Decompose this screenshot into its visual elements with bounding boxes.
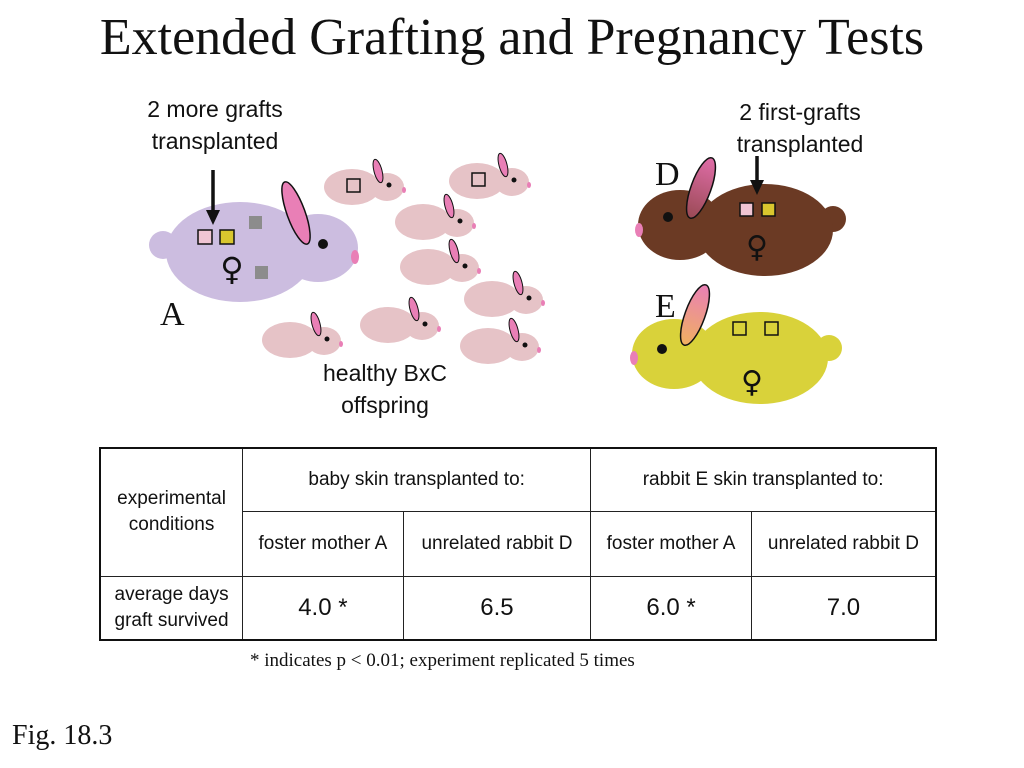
table-row: foster mother A unrelated rabbit D foste… bbox=[100, 510, 937, 577]
offspring-rabbit bbox=[360, 296, 441, 343]
figure-label: Fig. 18.3 bbox=[12, 720, 113, 751]
offspring-rabbit bbox=[460, 317, 541, 364]
table-row: experimental conditions baby skin transp… bbox=[99, 447, 937, 577]
row-header-conditions: experimental conditions bbox=[99, 447, 244, 577]
table-row: average days graft survived 4.0 * 6.5 6.… bbox=[99, 575, 937, 641]
label-first-grafts: 2 first-grafts transplanted bbox=[736, 99, 864, 157]
label-more-grafts: 2 more grafts transplanted bbox=[147, 96, 283, 154]
subheader-foster-mother: foster mother A bbox=[242, 510, 404, 577]
graft-pink bbox=[739, 202, 754, 217]
page-title: Extended Grafting and Pregnancy Tests bbox=[99, 9, 925, 66]
subheader-unrelated-rabbit: unrelated rabbit D bbox=[750, 510, 937, 577]
offspring-rabbit bbox=[449, 152, 531, 199]
offspring-rabbit bbox=[400, 238, 481, 285]
graft-pink bbox=[197, 229, 213, 245]
graft-gray bbox=[249, 216, 262, 229]
value-cell: 7.0 bbox=[750, 575, 937, 641]
offspring-rabbit bbox=[262, 311, 343, 358]
rabbit-a bbox=[149, 170, 359, 302]
graft-gray bbox=[255, 266, 268, 279]
letter-a: A bbox=[160, 296, 185, 333]
value-cell: 6.0 * bbox=[590, 575, 752, 641]
graft-yellow bbox=[761, 202, 776, 217]
offspring-rabbit bbox=[464, 270, 545, 317]
group-header-rabbit-e: rabbit E skin transplanted to: bbox=[590, 447, 937, 512]
offspring-rabbit bbox=[395, 193, 476, 240]
female-symbol: ♀ bbox=[741, 365, 763, 400]
female-symbol: ♀ bbox=[746, 230, 768, 265]
label-offspring: healthy BxC offspring bbox=[322, 360, 447, 418]
rabbit-diagram: ♀ bbox=[149, 152, 846, 404]
value-cell: 4.0 * bbox=[242, 575, 404, 641]
value-cell: 6.5 bbox=[402, 575, 592, 641]
rabbit-d bbox=[635, 156, 846, 276]
letter-d: D bbox=[655, 156, 680, 193]
group-header-baby: baby skin transplanted to: bbox=[242, 447, 592, 512]
female-symbol: ♀ bbox=[220, 250, 243, 288]
results-table: experimental conditions baby skin transp… bbox=[99, 447, 937, 641]
graft-yellow bbox=[219, 229, 235, 245]
subheader-unrelated-rabbit: unrelated rabbit D bbox=[402, 510, 592, 577]
subheader-foster-mother: foster mother A bbox=[590, 510, 752, 577]
offspring-rabbit bbox=[324, 158, 406, 205]
rabbit-e bbox=[630, 283, 842, 404]
footnote: * indicates p < 0.01; experiment replica… bbox=[250, 650, 635, 671]
letter-e: E bbox=[655, 288, 676, 325]
row-header-days: average days graft survived bbox=[99, 575, 244, 641]
